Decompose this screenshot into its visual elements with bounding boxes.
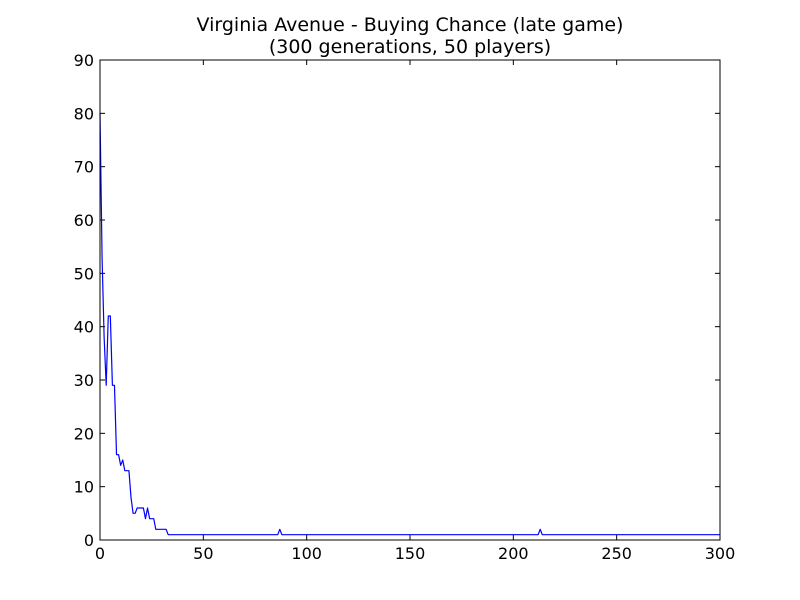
plot-frame	[99, 59, 721, 541]
y-tick-label: 50	[74, 264, 94, 283]
chart-title: Virginia Avenue - Buying Chance (late ga…	[197, 14, 624, 36]
x-tick-label: 250	[601, 544, 632, 563]
x-tick-label: 50	[193, 544, 213, 563]
x-tick-label: 200	[498, 544, 529, 563]
x-tick-label: 300	[705, 544, 736, 563]
x-tick-label: 100	[291, 544, 322, 563]
y-tick-label: 90	[74, 51, 94, 70]
series-layer	[99, 113, 720, 536]
series-line	[99, 113, 720, 536]
chart-subtitle: (300 generations, 50 players)	[269, 36, 551, 58]
y-tick-label: 0	[84, 531, 94, 550]
y-tick-label: 10	[74, 478, 94, 497]
y-tick-label: 30	[74, 371, 94, 390]
y-tick-label: 80	[74, 104, 94, 123]
y-tick-label: 70	[74, 158, 94, 177]
y-tick-label: 20	[74, 424, 94, 443]
axis-tick-labels: 0 50 100 150 200 250 300 0 10 20 30 40 50 60 70 80 90	[74, 51, 736, 563]
x-tick-label: 150	[395, 544, 426, 563]
x-tick-label: 0	[95, 544, 105, 563]
y-tick-label: 40	[74, 318, 94, 337]
y-tick-label: 60	[74, 211, 94, 230]
